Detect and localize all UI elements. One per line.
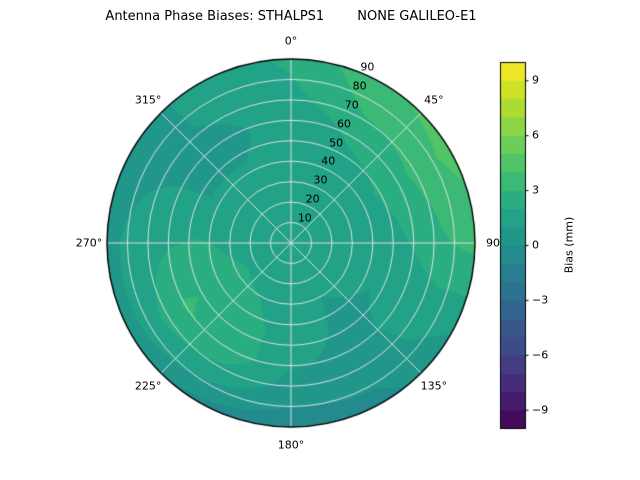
radial-tick-label: 80 bbox=[352, 79, 367, 93]
radial-tick-label: 20 bbox=[305, 192, 320, 206]
chart-title: Antenna Phase Biases: STHALPS1 NONE GALI… bbox=[105, 9, 477, 24]
radial-tick-label: 90 bbox=[360, 60, 375, 74]
colorbar-tick-label: −3 bbox=[532, 293, 549, 307]
colorbar-tick-label: −9 bbox=[532, 403, 549, 417]
colorbar-tick-label: 6 bbox=[532, 128, 539, 142]
colorbar-tick-label: −6 bbox=[532, 348, 549, 362]
theta-tick-label: 45° bbox=[424, 93, 444, 107]
colorbar-axis-label: Bias (mm) bbox=[562, 216, 576, 274]
radial-tick-label: 40 bbox=[321, 154, 336, 168]
radial-tick-label: 70 bbox=[344, 98, 359, 112]
theta-tick-label: 135° bbox=[420, 379, 448, 393]
theta-tick-label: 180° bbox=[277, 438, 305, 452]
radial-tick-label: 50 bbox=[329, 136, 344, 150]
colorbar-tick-label: 0 bbox=[532, 238, 539, 252]
theta-tick-label: 270° bbox=[75, 236, 103, 250]
theta-tick-label: 315° bbox=[134, 93, 162, 107]
radial-tick-label: 30 bbox=[313, 173, 328, 187]
radial-tick-label: 60 bbox=[336, 117, 351, 131]
theta-tick-label: 225° bbox=[134, 379, 162, 393]
theta-tick-label: 90 bbox=[486, 236, 500, 250]
colorbar-tick-label: 9 bbox=[532, 73, 539, 87]
radial-tick-label: 10 bbox=[297, 211, 312, 225]
theta-tick-label: 0° bbox=[284, 34, 298, 48]
colorbar-tick-label: 3 bbox=[532, 183, 539, 197]
